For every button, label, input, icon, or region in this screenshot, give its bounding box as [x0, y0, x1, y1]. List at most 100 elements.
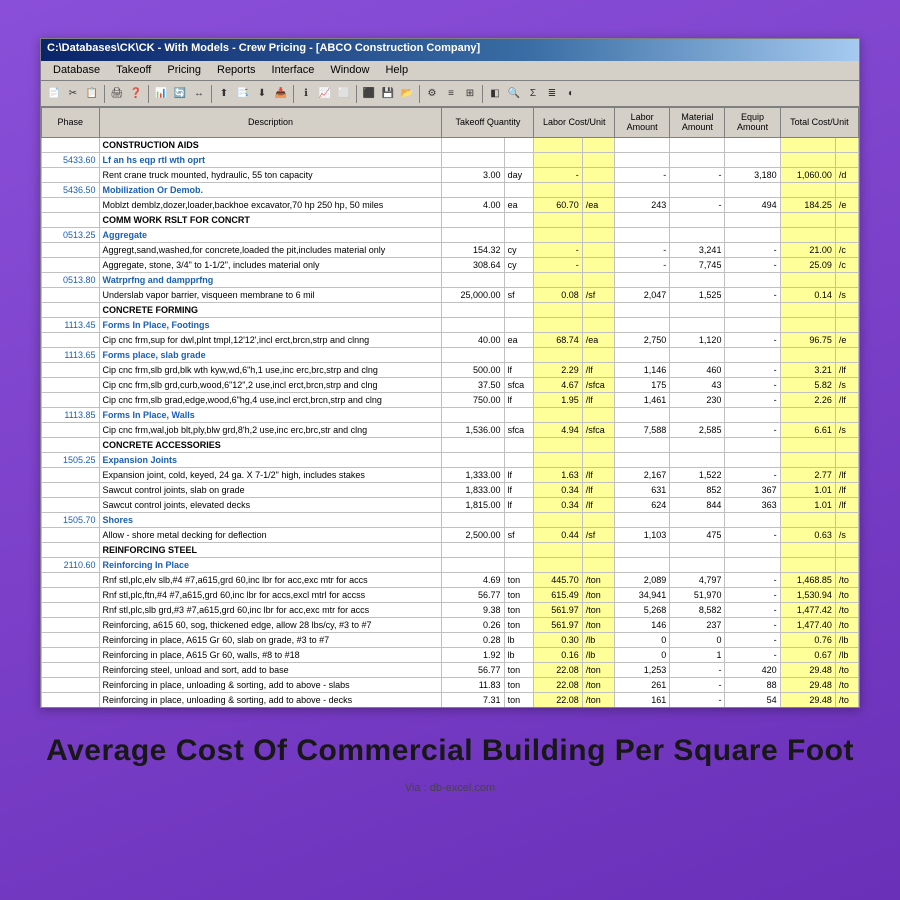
toolbar-button-4[interactable]: ❓ — [127, 85, 145, 103]
table-row[interactable]: 0513.25Aggregate — [42, 227, 859, 242]
cell-qty: 4.00 — [442, 197, 504, 212]
table-row[interactable]: 1505.25Expansion Joints — [42, 452, 859, 467]
table-row[interactable]: Reinforcing in place, A615 Gr 60, walls,… — [42, 647, 859, 662]
table-row[interactable]: Moblzt demblz,dozer,loader,backhoe excav… — [42, 197, 859, 212]
table-row[interactable]: CONCRETE FORMING — [42, 302, 859, 317]
table-row[interactable]: 1113.45Forms In Place, Footings — [42, 317, 859, 332]
cell-description: Reinforcing, a615 60, sog, thickened edg… — [99, 617, 442, 632]
table-row[interactable]: Reinforcing in place, A615 Gr 60, slab o… — [42, 632, 859, 647]
col-phase[interactable]: Phase — [42, 108, 100, 138]
toolbar-button-21[interactable]: ◧ — [486, 85, 504, 103]
toolbar-button-10[interactable]: ⬇ — [253, 85, 271, 103]
toolbar-button-7[interactable]: ↔ — [190, 85, 208, 103]
table-row[interactable]: Reinforcing in place, unloading & sortin… — [42, 677, 859, 692]
menu-window[interactable]: Window — [322, 61, 377, 80]
cell-total-cost: 0.76 — [780, 632, 835, 647]
table-row[interactable]: 5436.50Mobilization Or Demob. — [42, 182, 859, 197]
table-row[interactable]: CONSTRUCTION AIDS — [42, 137, 859, 152]
menu-reports[interactable]: Reports — [209, 61, 264, 80]
menu-pricing[interactable]: Pricing — [159, 61, 209, 80]
table-row[interactable]: COMM WORK RSLT FOR CONCRT — [42, 212, 859, 227]
toolbar-button-18[interactable]: ⚙ — [423, 85, 441, 103]
table-row[interactable]: 1505.70Shores — [42, 512, 859, 527]
toolbar-button-2[interactable]: 📋 — [83, 85, 101, 103]
table-row[interactable]: Reinforcing, a615 60, sog, thickened edg… — [42, 617, 859, 632]
table-row[interactable]: 0513.80Watrprfng and dampprfng — [42, 272, 859, 287]
col-material-amount[interactable]: Material Amount — [670, 108, 725, 138]
cell-equip-amount: 420 — [725, 662, 780, 677]
table-row[interactable]: Aggregate, stone, 3/4" to 1-1/2", includ… — [42, 257, 859, 272]
table-row[interactable]: Cip cnc frm,sup for dwl,plnt tmpl,12'12'… — [42, 332, 859, 347]
table-row[interactable]: Rnf stl,plc,ftn,#4 #7,a615,grd 60,inc lb… — [42, 587, 859, 602]
col-labor-amount[interactable]: Labor Amount — [615, 108, 670, 138]
cell-material-amount: 1,120 — [670, 332, 725, 347]
cell-description: Cip cnc frm,wal,job blt,ply,blw grd,8'h,… — [99, 422, 442, 437]
col-equip-amount[interactable]: Equip Amount — [725, 108, 780, 138]
grid-scroll[interactable]: Phase Description Takeoff Quantity Labor… — [41, 107, 859, 707]
table-row[interactable]: 5433.60Lf an hs eqp rtl wth oprt — [42, 152, 859, 167]
toolbar-button-13[interactable]: 📈 — [316, 85, 334, 103]
table-row[interactable]: Rnf stl,plc,slb grd,#3 #7,a615,grd 60,in… — [42, 602, 859, 617]
col-labor-cost-unit[interactable]: Labor Cost/Unit — [534, 108, 615, 138]
table-row[interactable]: Cip cnc frm,slb grd,blk wth kyw,wd,6"h,1… — [42, 362, 859, 377]
toolbar-button-14[interactable]: ⬜ — [335, 85, 353, 103]
table-row[interactable]: Cip cnc frm,wal,job blt,ply,blw grd,8'h,… — [42, 422, 859, 437]
toolbar-button-16[interactable]: 💾 — [379, 85, 397, 103]
col-total-cost-unit[interactable]: Total Cost/Unit — [780, 108, 858, 138]
toolbar-button-20[interactable]: ⊞ — [461, 85, 479, 103]
toolbar-button-8[interactable]: ⬆ — [215, 85, 233, 103]
toolbar-button-23[interactable]: Σ — [524, 85, 542, 103]
table-row[interactable]: 1113.65Forms place, slab grade — [42, 347, 859, 362]
col-takeoff-qty[interactable]: Takeoff Quantity — [442, 108, 534, 138]
table-row[interactable]: Sawcut control joints, elevated decks1,8… — [42, 497, 859, 512]
toolbar-button-25[interactable]: ◐ — [562, 85, 580, 103]
toolbar-button-19[interactable]: ≡ — [442, 85, 460, 103]
toolbar-button-1[interactable]: ✂ — [64, 85, 82, 103]
cell-description: Cip cnc frm,slb grd,curb,wood,6"12",2 us… — [99, 377, 442, 392]
table-row[interactable]: Allow - shore metal decking for deflecti… — [42, 527, 859, 542]
cell-qty: 154.32 — [442, 242, 504, 257]
cell-total-cost: 0.67 — [780, 647, 835, 662]
cell-phase — [42, 662, 100, 677]
table-row[interactable]: REINFORCING STEEL — [42, 542, 859, 557]
table-row[interactable]: Expansion joint, cold, keyed, 24 ga. X 7… — [42, 467, 859, 482]
table-row[interactable]: Cip cnc frm,slb grd,curb,wood,6"12",2 us… — [42, 377, 859, 392]
toolbar-button-22[interactable]: 🔍 — [505, 85, 523, 103]
toolbar-button-5[interactable]: 📊 — [152, 85, 170, 103]
table-row[interactable]: 1113.85Forms In Place, Walls — [42, 407, 859, 422]
menu-database[interactable]: Database — [45, 61, 108, 80]
table-row[interactable]: Reinforcing in place, unloading & sortin… — [42, 692, 859, 707]
table-row[interactable]: Cip cnc frm,slb grad,edge,wood,6"hg,4 us… — [42, 392, 859, 407]
toolbar-button-9[interactable]: 📑 — [234, 85, 252, 103]
table-row[interactable]: 2110.60Reinforcing In Place — [42, 557, 859, 572]
table-row[interactable]: Underslab vapor barrier, visqueen membra… — [42, 287, 859, 302]
toolbar-button-6[interactable]: 🔄 — [171, 85, 189, 103]
table-row[interactable]: CONCRETE ACCESSORIES — [42, 437, 859, 452]
table-row[interactable]: Aggregt,sand,washed,for concrete,loaded … — [42, 242, 859, 257]
table-row[interactable]: Rnf stl,plc,elv slb,#4 #7,a615,grd 60,in… — [42, 572, 859, 587]
cell-labor-cost-unit: /lf — [582, 467, 614, 482]
toolbar-button-11[interactable]: 📥 — [272, 85, 290, 103]
cell-qty-unit: lb — [504, 632, 534, 647]
menu-interface[interactable]: Interface — [264, 61, 323, 80]
toolbar-button-3[interactable]: 🖨 — [108, 85, 126, 103]
table-row[interactable]: Rent crane truck mounted, hydraulic, 55 … — [42, 167, 859, 182]
cell-phase — [42, 392, 100, 407]
toolbar-button-0[interactable]: 📄 — [45, 85, 63, 103]
toolbar-button-17[interactable]: 📂 — [398, 85, 416, 103]
cell-labor-amount: 146 — [615, 617, 670, 632]
cell-phase: 0513.25 — [42, 227, 100, 242]
table-row[interactable]: Sawcut control joints, slab on grade1,83… — [42, 482, 859, 497]
toolbar-button-24[interactable]: ≣ — [543, 85, 561, 103]
menu-takeoff[interactable]: Takeoff — [108, 61, 159, 80]
toolbar-button-12[interactable]: ℹ — [297, 85, 315, 103]
cell-total-cost-unit: /s — [835, 377, 858, 392]
table-row[interactable]: Reinforcing steel, unload and sort, add … — [42, 662, 859, 677]
toolbar-separator — [419, 85, 420, 103]
cell-labor-amount: 5,268 — [615, 602, 670, 617]
toolbar-button-15[interactable]: ⬛ — [360, 85, 378, 103]
menu-help[interactable]: Help — [377, 61, 416, 80]
cell-phase — [42, 647, 100, 662]
col-description[interactable]: Description — [99, 108, 442, 138]
cell-qty: 1,815.00 — [442, 497, 504, 512]
